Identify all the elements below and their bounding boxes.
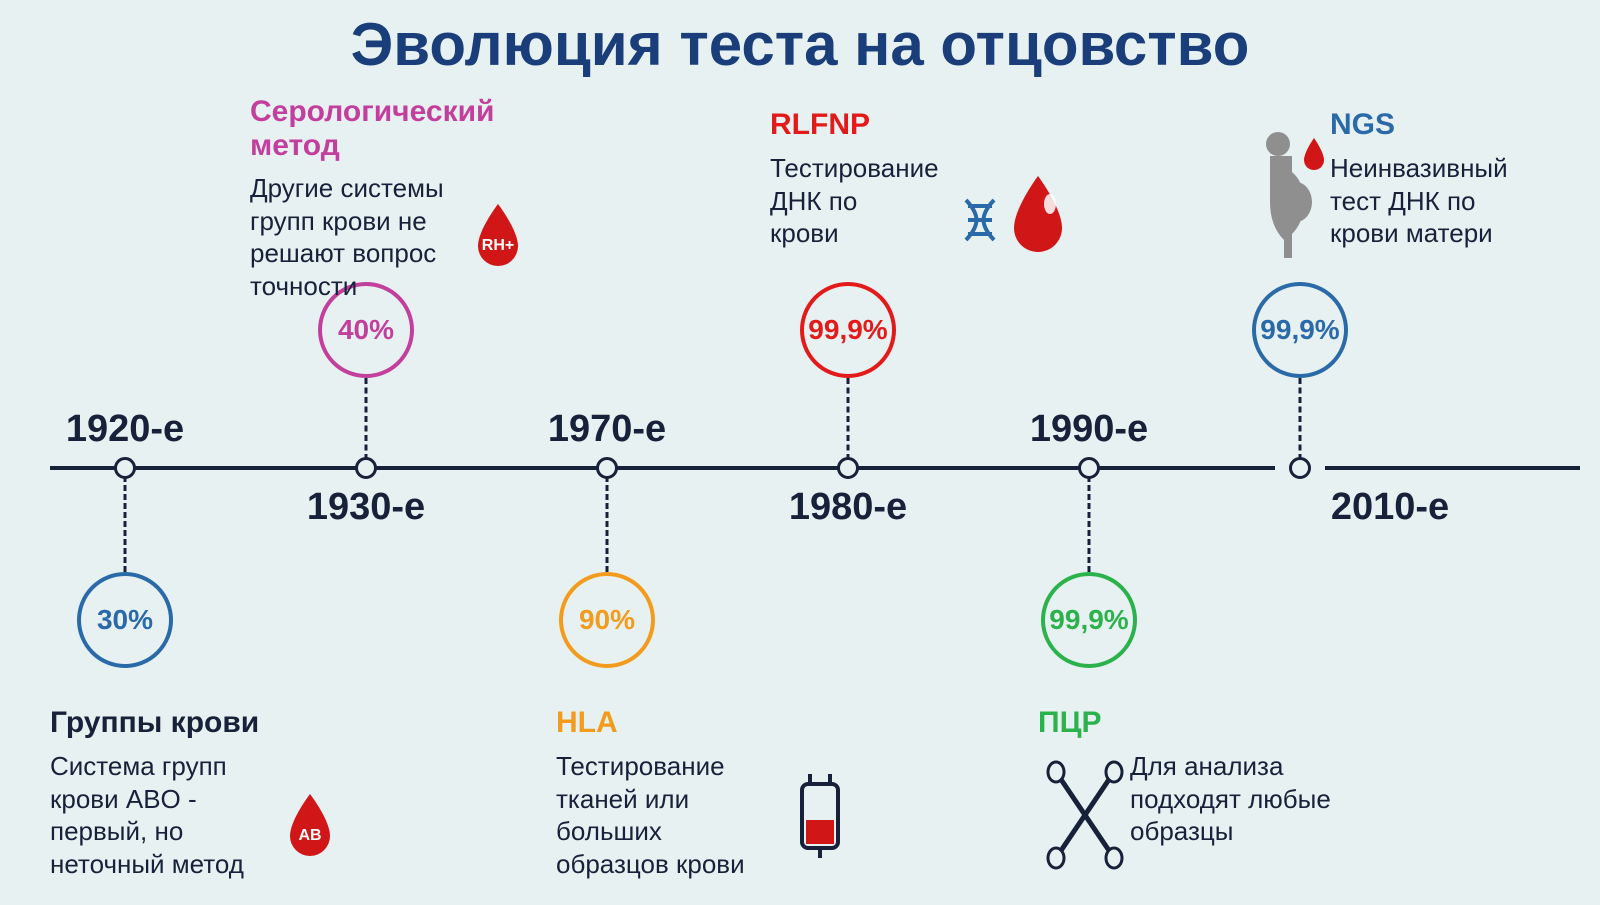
connector-line bbox=[606, 476, 609, 572]
accuracy-circle: 90% bbox=[559, 572, 655, 668]
method-description: Тестирование ДНК по крови bbox=[770, 152, 970, 250]
method-description: Для анализа подходят любые образцы bbox=[1130, 750, 1380, 848]
infographic-root: Эволюция теста на отцовство 30% 1920-е Гру… bbox=[0, 0, 1600, 905]
timeline-tick bbox=[1289, 457, 1311, 479]
connector-line bbox=[847, 378, 850, 460]
decade-label: 1980-е bbox=[789, 486, 907, 529]
method-title: NGS bbox=[1330, 108, 1395, 142]
timeline-axis bbox=[1325, 466, 1580, 470]
decade-label: 2010-е bbox=[1331, 486, 1449, 529]
blood-bag-icon bbox=[790, 770, 850, 865]
method-description: Неинвазивный тест ДНК по крови матери bbox=[1330, 152, 1560, 250]
method-description: Другие системы групп крови не решают воп… bbox=[250, 172, 480, 302]
blood-rh-icon: RH+ bbox=[470, 200, 526, 275]
svg-text:AB: AB bbox=[298, 827, 321, 844]
method-description: Система групп крови ABO - первый, но нет… bbox=[50, 750, 290, 880]
method-title: HLA bbox=[556, 706, 618, 740]
dna-drop-icon bbox=[960, 170, 1070, 265]
method-title: RLFNP bbox=[770, 108, 870, 142]
connector-line bbox=[124, 476, 127, 572]
method-title: ПЦР bbox=[1038, 706, 1102, 740]
accuracy-circle: 99,9% bbox=[1252, 282, 1348, 378]
timeline-tick bbox=[837, 457, 859, 479]
accuracy-circle: 99,9% bbox=[1041, 572, 1137, 668]
connector-line bbox=[365, 378, 368, 460]
blood-ab-icon: AB bbox=[282, 790, 338, 865]
svg-text:RH+: RH+ bbox=[482, 237, 514, 254]
connector-line bbox=[1299, 378, 1302, 460]
decade-label: 1930-е bbox=[307, 486, 425, 529]
page-title: Эволюция теста на отцовство bbox=[0, 10, 1600, 79]
decade-label: 1920-е bbox=[66, 408, 184, 451]
pregnant-icon bbox=[1250, 130, 1330, 265]
timeline-tick bbox=[355, 457, 377, 479]
swabs-icon bbox=[1040, 760, 1130, 875]
method-title: Серологический метод bbox=[250, 95, 494, 163]
method-title: Группы крови bbox=[50, 706, 259, 740]
decade-label: 1970-е bbox=[548, 408, 666, 451]
accuracy-circle: 30% bbox=[77, 572, 173, 668]
connector-line bbox=[1088, 476, 1091, 572]
method-description: Тестирование тканей или больших образцов… bbox=[556, 750, 786, 880]
decade-label: 1990-е bbox=[1030, 408, 1148, 451]
accuracy-circle: 99,9% bbox=[800, 282, 896, 378]
